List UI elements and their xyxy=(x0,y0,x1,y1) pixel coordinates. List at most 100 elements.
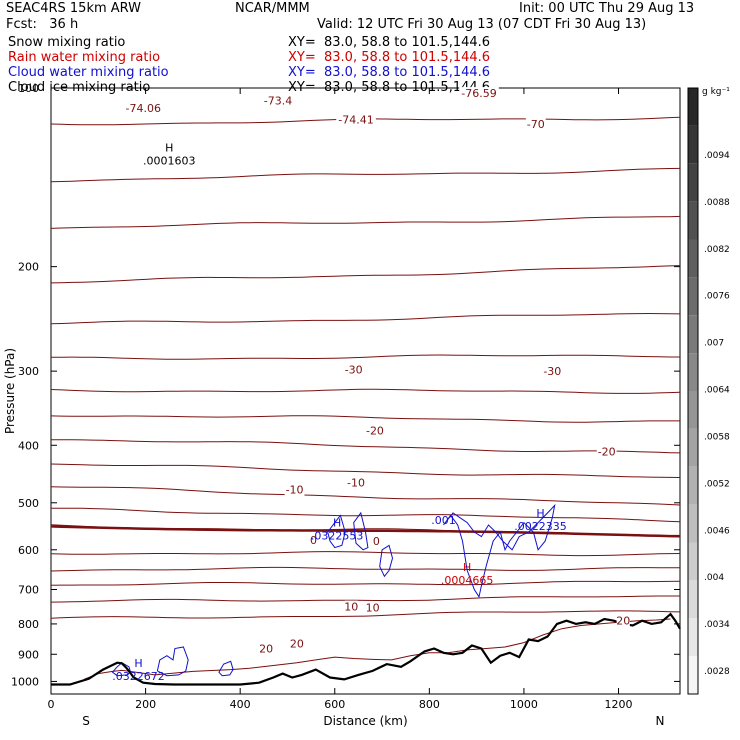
isotherm-label-bg xyxy=(525,118,546,131)
model-title: SEAC4RS 15km ARW xyxy=(6,1,142,16)
cloud-water-contour xyxy=(111,662,132,677)
isotherm-label-bg xyxy=(259,642,273,655)
isotherm-line xyxy=(50,486,681,506)
cloud-water-contour xyxy=(218,660,234,677)
colorbar-label: .004 xyxy=(704,573,724,583)
y-tick-label-top: 100 xyxy=(18,82,39,95)
isotherm-label-bg xyxy=(344,600,358,613)
cloud-water-contour xyxy=(443,503,556,599)
init-time: Init: 00 UTC Thu 29 Aug 13 xyxy=(519,1,695,16)
field-name-rain: Rain water mixing ratio xyxy=(8,50,161,65)
center-label: NCAR/MMM xyxy=(235,1,310,16)
isotherm-label: 20 xyxy=(616,615,630,628)
y-tick-label: 400 xyxy=(18,439,39,452)
extremum-value: .0322672 xyxy=(112,670,165,683)
colorbar-segment xyxy=(688,201,698,240)
near-surface-isotherm xyxy=(83,618,671,680)
isotherm-line xyxy=(50,388,681,394)
cloud-water-contour xyxy=(379,544,394,578)
isotherm-label: -30 xyxy=(543,365,561,378)
colorbar-label: .0028 xyxy=(704,667,730,677)
y-tick-label: 600 xyxy=(18,544,39,557)
isotherm-line xyxy=(50,610,681,619)
isotherm-line xyxy=(50,580,681,586)
y-tick-label: 800 xyxy=(18,618,39,631)
isotherm-label-bg xyxy=(284,483,305,496)
isotherm-line xyxy=(50,312,681,325)
colorbar-segment xyxy=(688,125,698,164)
colorbar-label: .0088 xyxy=(704,198,730,208)
valid-time: Valid: 12 UTC Fri 30 Aug 13 (07 CDT Fri … xyxy=(317,17,647,32)
isotherm-label-bg xyxy=(459,87,499,100)
field-xy-snow: XY= 83.0, 58.8 to 101.5,144.6 xyxy=(288,35,491,50)
isotherm-label: -20 xyxy=(598,446,616,459)
isotherm-line xyxy=(50,595,680,603)
isotherm-line xyxy=(50,463,681,478)
extremum-value: .0004665 xyxy=(441,574,494,587)
isotherm-label: 0 xyxy=(310,534,317,547)
isotherm-label-bg xyxy=(336,113,376,126)
colorbar-segment xyxy=(688,428,698,467)
colorbar-segment xyxy=(688,353,698,391)
colorbar-segment xyxy=(688,88,698,126)
isotherm-label: -74.41 xyxy=(338,113,373,126)
colorbar-segment xyxy=(688,618,698,657)
isotherm-label: -70 xyxy=(527,118,545,131)
isotherm-label: -10 xyxy=(286,484,304,497)
isotherm-label-bg xyxy=(596,445,617,458)
colorbar-segment xyxy=(688,580,698,619)
colorbar-label: .0082 xyxy=(704,245,730,255)
isotherm-label-bg xyxy=(542,365,563,378)
colorbar-segment xyxy=(688,542,698,581)
isotherm-line xyxy=(50,265,681,284)
isotherm-label-bg xyxy=(365,601,380,614)
y-tick-label: 300 xyxy=(18,365,39,378)
isotherm-label: -20 xyxy=(366,425,384,438)
isotherm-label-bg xyxy=(310,534,317,547)
isotherm-label-bg xyxy=(343,363,364,376)
isotherm-label: 20 xyxy=(290,637,304,650)
isotherm-label-bg xyxy=(373,535,380,548)
isotherm-line xyxy=(51,439,681,454)
isotherm-label: 10 xyxy=(366,601,380,614)
isotherm-line xyxy=(50,215,681,229)
colorbar-segment xyxy=(688,239,698,278)
isotherm-label-bg xyxy=(290,637,304,650)
colorbar-label: .007 xyxy=(704,339,724,349)
x-tick-label: 1200 xyxy=(605,698,633,711)
colorbar-segment xyxy=(688,163,698,202)
extremum-value: .0322553 xyxy=(311,529,364,542)
x-axis-label: Distance (km) xyxy=(323,714,407,728)
y-tick-label: 200 xyxy=(18,261,39,274)
y-axis-label: Pressure (hPa) xyxy=(3,348,17,434)
isotherm-label-bg xyxy=(616,614,630,627)
isotherm-label: 10 xyxy=(344,601,358,614)
isotherm-line xyxy=(50,551,681,557)
extremum-letter: H xyxy=(165,142,173,155)
x-tick-label: 600 xyxy=(324,698,345,711)
cloud-water-contour xyxy=(156,646,189,677)
isotherm-label-bg xyxy=(346,476,366,489)
field-name-snow: Snow mixing ratio xyxy=(8,35,126,50)
y-tick-label: 700 xyxy=(18,584,39,597)
colorbar-label: .0052 xyxy=(704,479,730,489)
north-label: N xyxy=(656,714,665,728)
x-tick-label: 400 xyxy=(230,698,251,711)
isotherm-line xyxy=(50,167,681,183)
isotherm-label: -10 xyxy=(347,476,365,489)
colorbar-segment xyxy=(688,277,698,316)
isotherm-label: -74.06 xyxy=(125,102,160,115)
forecast-hour: Fcst: 36 h xyxy=(6,17,79,32)
colorbar-segment xyxy=(688,656,698,694)
isotherm-line xyxy=(50,354,680,360)
isotherm-label-bg xyxy=(261,94,295,107)
isotherm-label: -30 xyxy=(345,363,363,376)
colorbar-label: .0094 xyxy=(704,151,730,161)
colorbar-label: .0058 xyxy=(704,432,730,442)
colorbar-label: .0034 xyxy=(704,620,730,630)
colorbar-frame xyxy=(687,87,699,695)
isotherm-label: 20 xyxy=(259,642,273,655)
colorbar-label: .0046 xyxy=(704,526,730,536)
colorbar-label: .0064 xyxy=(704,386,730,396)
